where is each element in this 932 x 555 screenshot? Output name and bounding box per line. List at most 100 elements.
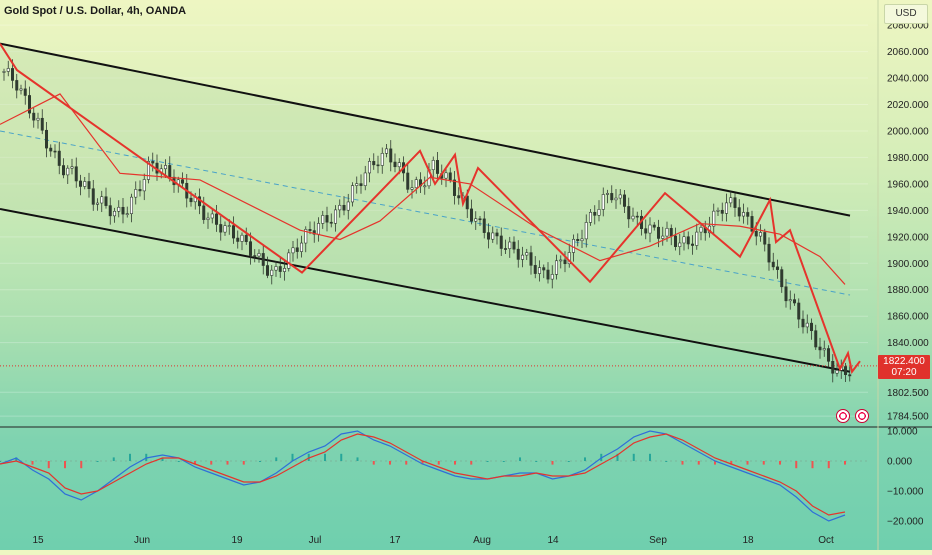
macd-histogram-bar	[795, 461, 798, 469]
candle-body	[151, 161, 155, 164]
last-price-tag: 1822.400 07:20	[878, 355, 930, 379]
event-flags[interactable]	[836, 409, 870, 428]
macd-histogram-bar	[714, 461, 716, 465]
candle-body	[508, 241, 512, 249]
candle-body	[554, 260, 558, 275]
candle-body	[108, 205, 112, 217]
candle-body	[329, 221, 333, 224]
candle-body	[763, 232, 767, 245]
candle-body	[316, 223, 320, 235]
candle-body	[457, 195, 461, 199]
candle-body	[308, 229, 312, 231]
candle-body	[40, 117, 44, 131]
candle-body	[673, 235, 677, 247]
macd-histogram-bar	[519, 457, 521, 461]
candle-body	[754, 230, 758, 237]
candle-body	[70, 166, 74, 169]
candle-body	[261, 253, 265, 266]
candle-body	[491, 232, 495, 240]
candle-body	[295, 247, 299, 252]
candle-body	[83, 181, 87, 187]
candle-body	[627, 206, 631, 220]
candle-body	[380, 153, 384, 166]
candle-body	[325, 215, 329, 223]
candle-body	[801, 318, 805, 328]
channel-upper-line	[0, 42, 851, 217]
price-tick-label: 1940.000	[887, 206, 929, 217]
candle-body	[61, 165, 65, 176]
candle-body	[372, 161, 376, 166]
us-flag-icon[interactable]	[855, 409, 870, 423]
candle-body	[831, 361, 835, 374]
candle-body	[614, 197, 618, 201]
candle-body	[780, 269, 784, 288]
candle-body	[843, 366, 847, 375]
candle-body	[32, 112, 36, 121]
us-flag-icon[interactable]	[836, 409, 850, 423]
candle-body	[19, 88, 23, 91]
macd-histogram-bar	[665, 461, 668, 462]
candle-body	[771, 261, 775, 268]
candle-body	[610, 193, 614, 201]
candle-body	[299, 242, 303, 252]
candle-body	[125, 213, 129, 215]
candle-body	[342, 204, 346, 211]
candle-body	[571, 238, 575, 253]
macd-histogram-bar	[324, 453, 326, 461]
candle-body	[720, 209, 724, 214]
currency-button[interactable]: USD	[884, 4, 928, 24]
candle-body	[818, 346, 822, 351]
macd-line	[0, 430, 846, 522]
time-tick-label: 19	[231, 535, 243, 546]
macd-histogram-bar	[551, 461, 554, 465]
candle-body	[338, 204, 342, 211]
candle-body	[699, 227, 703, 233]
candle-body	[737, 207, 741, 217]
candle-body	[537, 267, 541, 274]
candle-body	[495, 232, 499, 237]
candle-body	[66, 167, 70, 176]
candle-body	[695, 231, 699, 246]
candle-body	[546, 269, 550, 280]
macd-histogram-bar	[177, 461, 180, 462]
candle-body	[576, 238, 580, 242]
macd-histogram-bar	[632, 453, 635, 461]
candle-body	[550, 274, 554, 280]
price-tick-label: 1802.500	[887, 388, 929, 399]
bar-countdown: 07:20	[891, 367, 917, 378]
candle-body	[36, 117, 40, 121]
candle-body	[580, 238, 584, 242]
candle-body	[665, 228, 669, 237]
candle-body	[644, 228, 648, 234]
candle-body	[138, 189, 142, 192]
macd-histogram-bar	[486, 461, 489, 462]
price-tick-label: 1920.000	[887, 232, 929, 243]
candle-body	[431, 160, 435, 170]
macd-histogram-bar	[80, 461, 83, 469]
candle-body	[189, 197, 193, 203]
price-tick-label: 2040.000	[887, 74, 929, 85]
candle-body	[605, 193, 609, 195]
candle-body	[181, 179, 185, 184]
macd-histogram-bar	[47, 461, 50, 469]
candle-body	[559, 259, 563, 262]
price-tick-label: 1880.000	[887, 285, 929, 296]
candle-body	[240, 234, 244, 242]
macd-histogram-bar	[356, 457, 359, 461]
candle-body	[57, 150, 61, 166]
candle-body	[741, 212, 745, 217]
candle-body	[499, 235, 503, 249]
candle-body	[130, 196, 134, 214]
candle-body	[278, 266, 282, 272]
candle-body	[733, 197, 737, 208]
candle-body	[142, 179, 146, 192]
candle-body	[826, 348, 830, 362]
macd-histogram-bar	[405, 461, 408, 465]
candle-body	[147, 161, 151, 180]
candle-body	[469, 208, 473, 222]
chart-title: Gold Spot / U.S. Dollar, 4h, OANDA	[4, 5, 187, 17]
candles	[2, 59, 852, 383]
macd-histogram-bar	[584, 457, 586, 461]
